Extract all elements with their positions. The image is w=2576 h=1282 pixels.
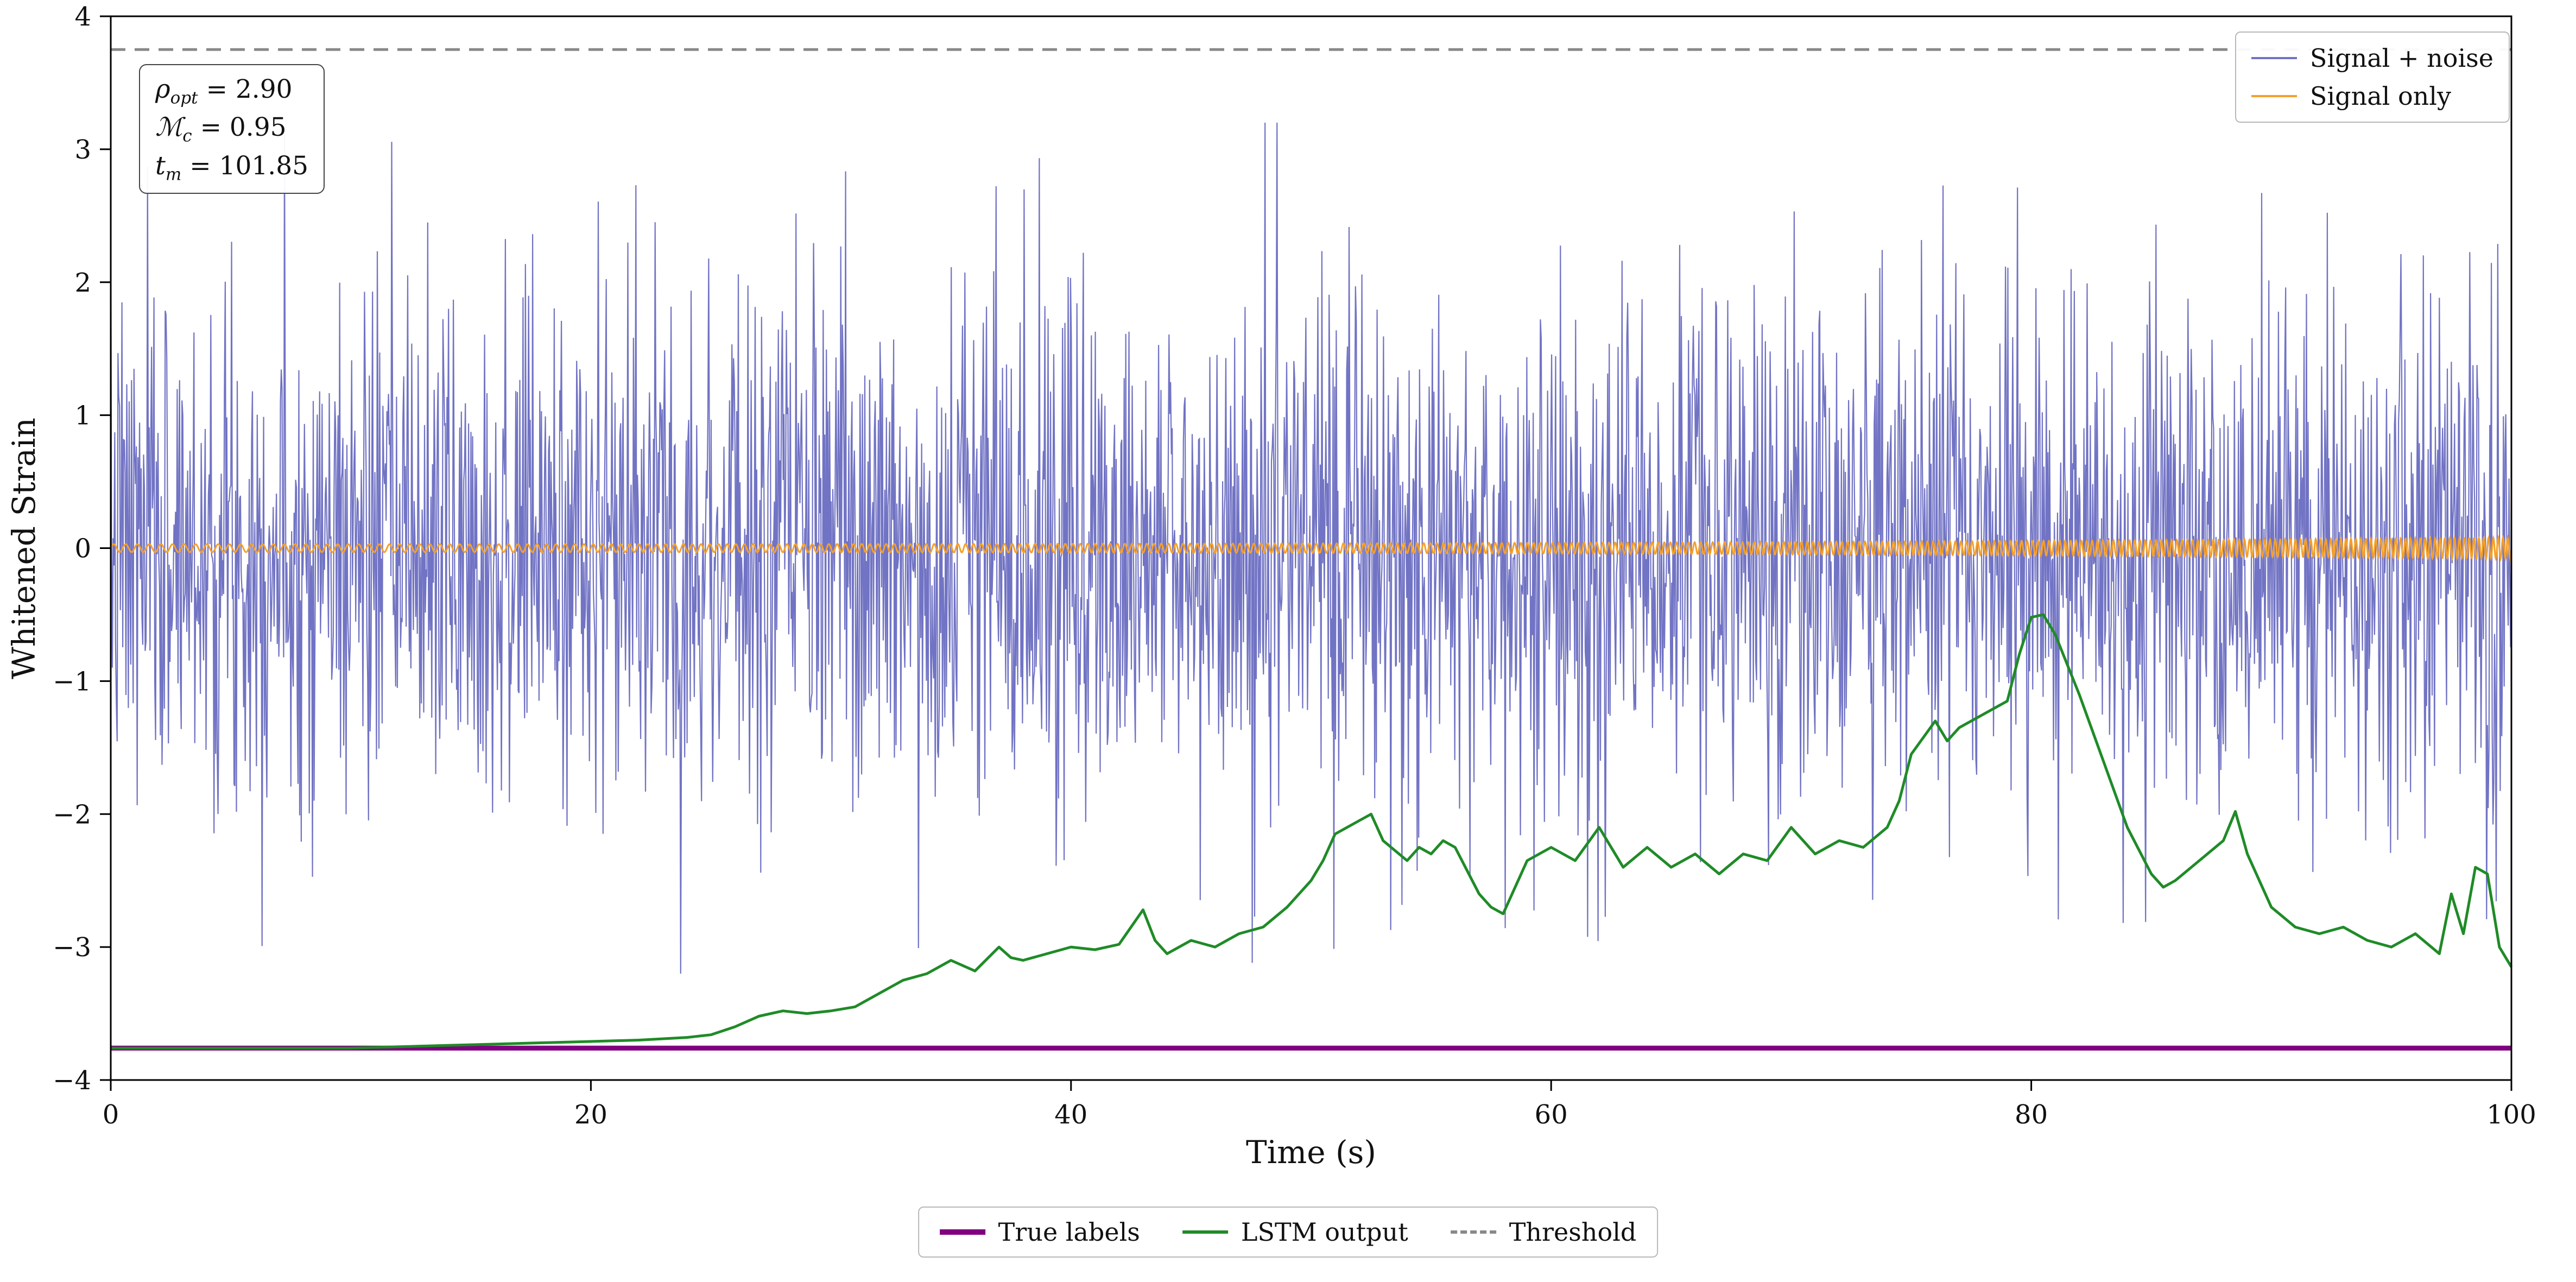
rho-value: = 2.90: [198, 74, 293, 104]
lstm-output-path: [111, 613, 2513, 1050]
signal-only-path: [110, 534, 2512, 562]
x-tick-label: 20: [574, 1100, 607, 1130]
signal-only-line-swatch-icon: [2251, 95, 2297, 97]
y-tick-label: −4: [53, 1065, 91, 1096]
y-tick-label: 2: [74, 268, 91, 298]
x-tick-label: 0: [103, 1100, 119, 1130]
y-tick-label: 0: [74, 534, 91, 564]
y-tick-label: −2: [53, 799, 91, 830]
merger-time-symbol: t: [155, 150, 166, 181]
chirp-mass-value: = 0.95: [192, 112, 287, 143]
chirp-mass-symbol: ℳ: [155, 112, 183, 143]
threshold-dashed-line-swatch-icon: [1450, 1230, 1496, 1234]
legend-item-lstm-output: LSTM output: [1182, 1217, 1408, 1247]
rho-symbol: ρ: [155, 74, 170, 104]
y-tick-label: 4: [74, 2, 91, 32]
y-tick-label: −3: [53, 932, 91, 963]
legend-classifier: True labels LSTM output Threshold: [917, 1207, 1659, 1258]
lstm-output-line-swatch-icon: [1182, 1230, 1228, 1234]
legend-signal: Signal + noise Signal only: [2235, 31, 2510, 123]
y-axis-label: Whitened Strain: [5, 418, 42, 679]
legend-item-signal-plus-noise: Signal + noise: [2251, 39, 2493, 77]
legend-label-threshold: Threshold: [1509, 1217, 1637, 1247]
annotation-box: ρopt = 2.90 ℳc = 0.95 tm = 101.85: [139, 64, 325, 194]
merger-time-value: = 101.85: [181, 150, 309, 181]
signal-plus-noise-line-swatch-icon: [2251, 57, 2297, 59]
legend-label-lstm-output: LSTM output: [1240, 1217, 1408, 1247]
annotation-chirp-mass: ℳc = 0.95: [155, 110, 308, 148]
legend-label-signal-only: Signal only: [2309, 81, 2451, 111]
signal-plus-noise-path: [110, 122, 2512, 974]
x-tick-label: 100: [2486, 1100, 2536, 1130]
annotation-merger-time: tm = 101.85: [155, 148, 308, 186]
legend-label-true-labels: True labels: [998, 1217, 1140, 1247]
x-tick-label: 80: [2015, 1100, 2048, 1130]
y-tick-label: 3: [74, 135, 91, 165]
x-tick-label: 60: [1535, 1100, 1568, 1130]
y-tick-label: −1: [53, 666, 91, 697]
legend-item-signal-only: Signal only: [2251, 77, 2493, 115]
legend-label-signal-plus-noise: Signal + noise: [2309, 43, 2493, 73]
legend-item-true-labels: True labels: [939, 1217, 1140, 1247]
x-tick-label: 40: [1054, 1100, 1087, 1130]
true-labels-line-swatch-icon: [939, 1229, 985, 1235]
chirp-mass-subscript: c: [182, 126, 192, 146]
rho-subscript: opt: [170, 88, 198, 108]
legend-item-threshold: Threshold: [1450, 1217, 1637, 1247]
merger-time-subscript: m: [165, 165, 182, 185]
annotation-rho-opt: ρopt = 2.90: [155, 72, 308, 110]
y-tick-label: 1: [74, 401, 91, 431]
x-axis-label: Time (s): [1245, 1134, 1377, 1171]
